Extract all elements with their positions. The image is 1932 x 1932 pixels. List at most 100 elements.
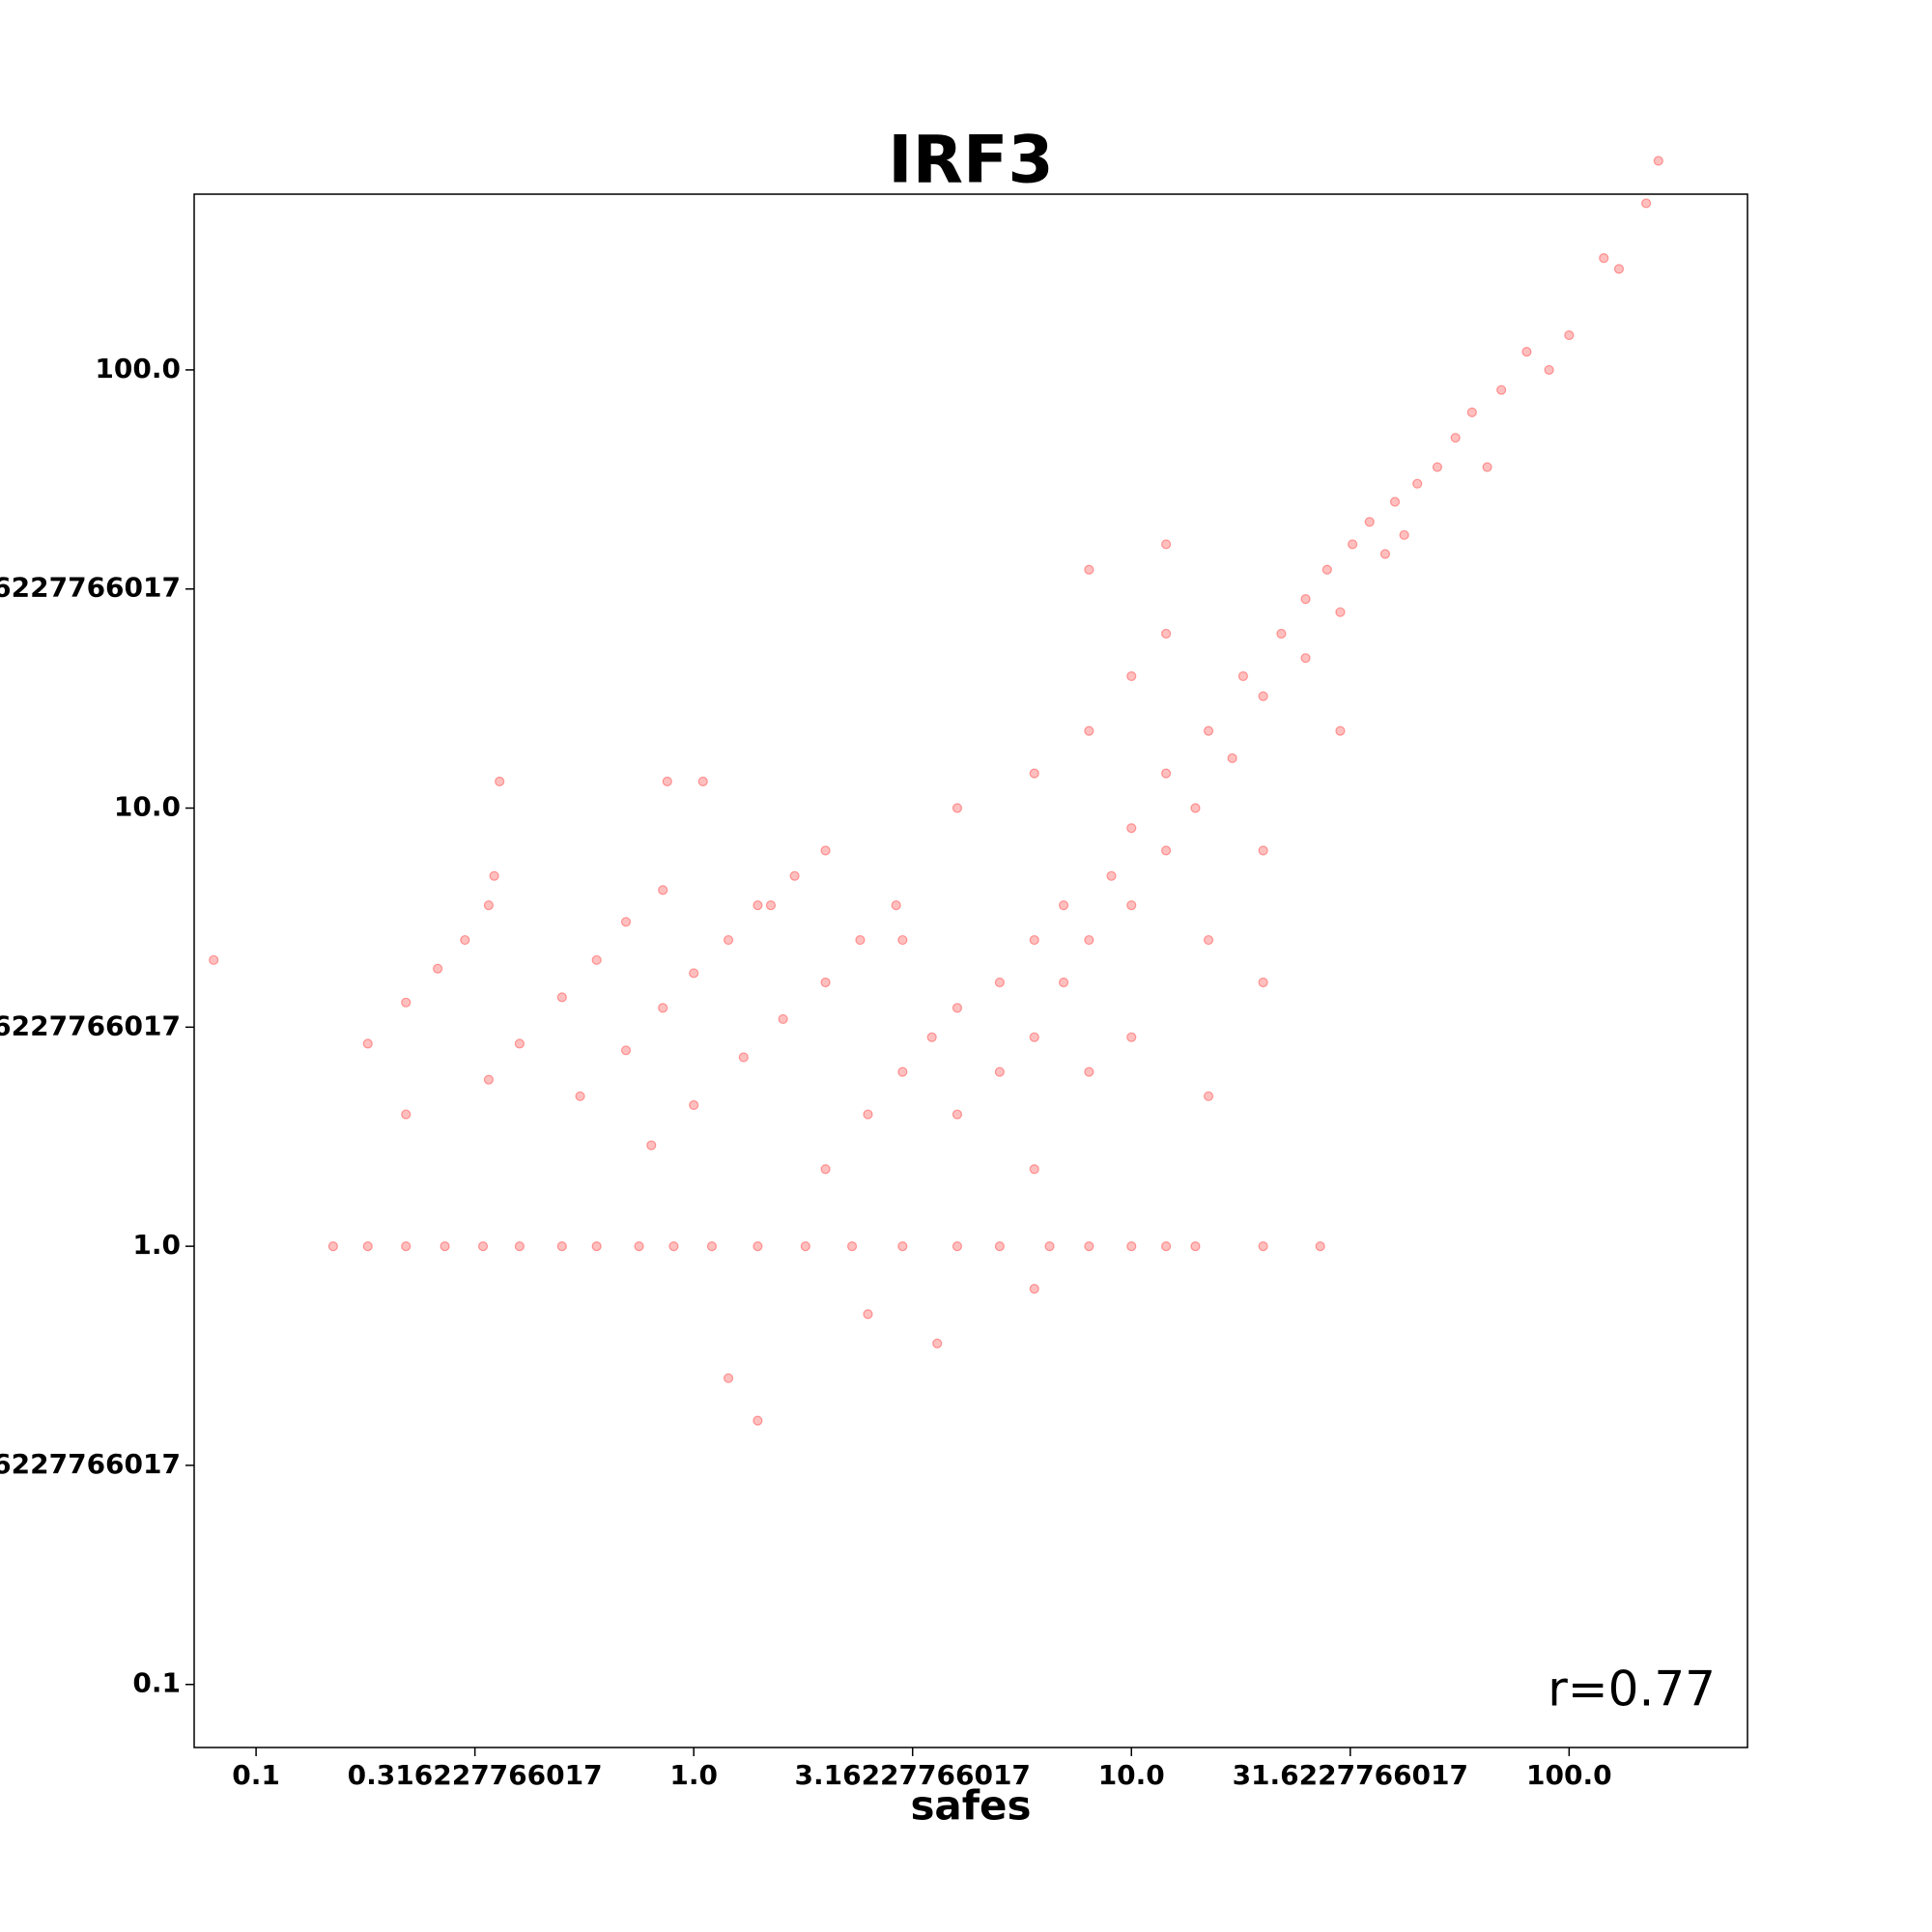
point bbox=[1203, 1091, 1214, 1101]
point bbox=[460, 934, 470, 946]
point bbox=[753, 1241, 763, 1252]
point bbox=[1126, 1241, 1137, 1252]
point bbox=[1258, 845, 1268, 856]
point bbox=[489, 870, 499, 881]
point bbox=[706, 1241, 718, 1252]
point bbox=[1300, 594, 1311, 605]
point bbox=[1321, 564, 1332, 575]
point bbox=[401, 997, 412, 1008]
point bbox=[1482, 462, 1492, 472]
point bbox=[723, 934, 734, 946]
point bbox=[1564, 329, 1575, 341]
point bbox=[1599, 253, 1609, 264]
point bbox=[1029, 1032, 1039, 1042]
point bbox=[1227, 753, 1237, 763]
point bbox=[723, 1373, 734, 1383]
point bbox=[1084, 1066, 1094, 1077]
point bbox=[591, 954, 602, 965]
point bbox=[620, 917, 632, 927]
point bbox=[1161, 768, 1172, 779]
point bbox=[1084, 934, 1094, 946]
point bbox=[658, 1003, 668, 1013]
x-tick-label: 1.0 bbox=[669, 1759, 718, 1791]
point bbox=[952, 803, 963, 813]
point bbox=[778, 1013, 788, 1025]
point bbox=[591, 1241, 602, 1252]
point bbox=[362, 1038, 373, 1049]
point bbox=[697, 776, 708, 787]
point bbox=[800, 1241, 810, 1252]
x-tick-label: 3.16227766017 bbox=[794, 1759, 1030, 1791]
point bbox=[327, 1241, 338, 1252]
point bbox=[897, 934, 908, 946]
point bbox=[820, 977, 831, 988]
point bbox=[362, 1241, 373, 1252]
point bbox=[668, 1241, 679, 1252]
point bbox=[765, 900, 777, 911]
plot-frame bbox=[193, 193, 1748, 1748]
point bbox=[575, 1091, 585, 1101]
x-tick-label: 10.0 bbox=[1098, 1759, 1165, 1791]
point bbox=[1044, 1241, 1055, 1252]
x-tick-label: 0.316227766017 bbox=[348, 1759, 603, 1791]
x-tick-label: 100.0 bbox=[1526, 1759, 1612, 1791]
point bbox=[1389, 497, 1401, 507]
point bbox=[401, 1241, 412, 1252]
chart-title: IRF3 bbox=[888, 123, 1053, 199]
point bbox=[952, 1003, 963, 1013]
point bbox=[863, 1309, 873, 1320]
point bbox=[1161, 1241, 1172, 1252]
point bbox=[1364, 517, 1375, 527]
point bbox=[1126, 900, 1137, 911]
y-tick-label: 3.16227766017 bbox=[0, 1009, 181, 1041]
point bbox=[932, 1338, 943, 1349]
point bbox=[994, 1241, 1005, 1252]
point bbox=[863, 1109, 873, 1120]
point bbox=[1521, 347, 1532, 357]
point bbox=[1029, 1164, 1039, 1175]
point bbox=[952, 1109, 963, 1120]
point bbox=[1084, 564, 1094, 575]
y-tick-label: 100.0 bbox=[95, 353, 181, 384]
point bbox=[1126, 823, 1137, 834]
point bbox=[689, 1099, 699, 1111]
point bbox=[495, 776, 505, 787]
point bbox=[620, 1045, 632, 1056]
point bbox=[1432, 462, 1443, 472]
point bbox=[401, 1109, 412, 1120]
point bbox=[646, 1140, 657, 1151]
point bbox=[1258, 1241, 1268, 1252]
point bbox=[897, 1066, 908, 1077]
point bbox=[1203, 725, 1214, 736]
point bbox=[994, 1066, 1005, 1077]
point bbox=[483, 1074, 494, 1085]
point bbox=[1335, 607, 1346, 617]
point bbox=[1276, 628, 1287, 639]
point bbox=[1161, 539, 1172, 550]
point bbox=[1058, 977, 1069, 988]
point bbox=[1190, 1241, 1201, 1252]
point bbox=[1258, 977, 1268, 988]
point bbox=[897, 1241, 908, 1252]
point bbox=[1161, 845, 1172, 856]
point bbox=[1613, 264, 1625, 274]
point bbox=[1126, 1032, 1137, 1042]
point bbox=[1379, 549, 1391, 559]
annotation: r=0.77 bbox=[1548, 1662, 1716, 1718]
point bbox=[1084, 725, 1094, 736]
point bbox=[1190, 803, 1201, 813]
point bbox=[433, 963, 443, 974]
point bbox=[1058, 900, 1069, 911]
point bbox=[1300, 653, 1311, 664]
point bbox=[1237, 670, 1249, 682]
point bbox=[1641, 198, 1652, 209]
point bbox=[514, 1241, 525, 1252]
x-tick-label: 0.1 bbox=[232, 1759, 280, 1791]
x-axis-label: safes bbox=[910, 1782, 1031, 1830]
point bbox=[514, 1038, 525, 1049]
point bbox=[1315, 1241, 1325, 1252]
point bbox=[820, 1164, 831, 1175]
y-tick-label: 0.1 bbox=[132, 1667, 181, 1699]
point bbox=[1348, 539, 1358, 550]
